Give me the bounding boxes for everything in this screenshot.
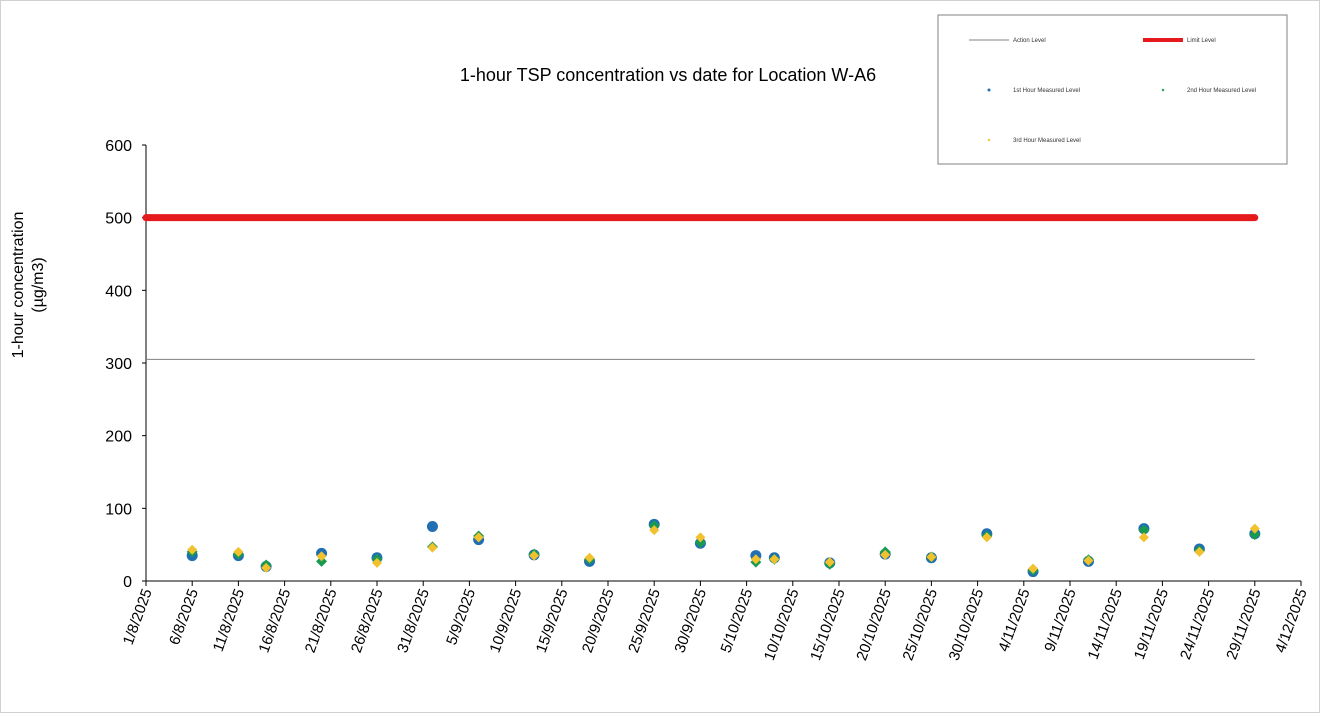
x-tick-label: 1/8/2025	[120, 587, 156, 648]
y-tick-label: 0	[123, 574, 132, 591]
legend-label-limit-level: Limit Level	[1187, 38, 1216, 44]
second-hour-point	[316, 555, 328, 567]
x-tick-label: 4/12/2025	[1272, 587, 1311, 656]
y-tick-label: 100	[105, 501, 132, 518]
legend-swatch-1st-hour	[987, 88, 991, 92]
third-hour-point	[880, 549, 891, 560]
third-hour-point	[1194, 546, 1205, 557]
legend-label-3rd-hour: 3rd Hour Measured Level	[1013, 138, 1081, 144]
third-hour-point	[1028, 563, 1039, 574]
legend: Action Level Limit Level 1st Hour Measur…	[937, 14, 1288, 165]
x-tick-label: 25/9/2025	[625, 587, 664, 656]
third-hour-point	[981, 532, 992, 543]
y-tick-label: 300	[105, 356, 132, 373]
legend-swatch-3rd-hour	[987, 138, 991, 142]
y-tick-label: 500	[105, 211, 132, 228]
x-tick-label: 25/10/2025	[900, 587, 942, 663]
x-tick-label: 30/9/2025	[671, 587, 710, 656]
x-tick-label: 15/10/2025	[807, 587, 849, 663]
x-tick-label: 21/8/2025	[302, 587, 341, 656]
third-hour-point	[1138, 532, 1149, 543]
third-hour-point	[473, 532, 484, 543]
x-tick-label: 11/8/2025	[210, 587, 248, 654]
x-tick-label: 9/11/2025	[1041, 587, 1079, 654]
x-tick-label: 31/8/2025	[394, 587, 433, 656]
x-tick-label: 20/9/2025	[579, 587, 618, 656]
x-tick-label: 16/8/2025	[256, 587, 295, 656]
third-hour-point	[316, 551, 327, 562]
x-tick-label: 4/11/2025	[995, 587, 1033, 654]
third-hour-point	[372, 557, 382, 568]
third-hour-point	[769, 554, 780, 565]
x-tick-label: 5/9/2025	[443, 587, 479, 648]
x-tick-label: 26/8/2025	[348, 587, 387, 656]
third-hour-point	[1083, 555, 1094, 566]
x-tick-label: 5/10/2025	[718, 587, 757, 656]
y-tick-label: 200	[105, 429, 132, 446]
first-hour-point	[426, 521, 438, 532]
legend-swatch-2nd-hour	[1161, 88, 1165, 92]
legend-label-1st-hour: 1st Hour Measured Level	[1013, 88, 1080, 94]
third-hour-point	[427, 542, 438, 553]
third-hour-point	[695, 532, 706, 543]
third-hour-point	[750, 554, 761, 565]
second-hour-point	[1249, 528, 1261, 540]
third-hour-point	[233, 546, 244, 557]
y-axis-label-line-1: 1-hour concentration	[10, 212, 27, 359]
x-tick-label: 15/9/2025	[533, 587, 572, 656]
x-tick-label: 29/11/2025	[1223, 587, 1264, 662]
third-hour-point	[1249, 523, 1260, 534]
x-tick-label: 10/10/2025	[761, 587, 803, 663]
x-tick-label: 20/10/2025	[853, 587, 895, 663]
third-hour-point	[584, 552, 595, 563]
third-hour-point	[529, 550, 540, 561]
data-points	[186, 518, 1261, 578]
x-tick-label: 30/10/2025	[946, 587, 988, 663]
reference-lines	[142, 214, 1259, 360]
y-axis-label-line-2: (µg/m3)	[30, 257, 47, 312]
chart-title: 1-hour TSP concentration vs date for Loc…	[460, 65, 876, 85]
third-hour-point	[261, 562, 272, 573]
y-tick-label: 600	[105, 138, 132, 155]
x-tick-label: 14/11/2025	[1085, 587, 1126, 662]
x-tick-label: 10/9/2025	[487, 587, 526, 656]
x-tick-label: 6/8/2025	[166, 587, 202, 648]
x-tick-label: 24/11/2025	[1177, 587, 1218, 662]
second-hour-point	[694, 536, 706, 548]
x-tick-label: 19/11/2025	[1131, 587, 1172, 662]
legend-label-action-level: Action Level	[1013, 38, 1046, 44]
third-hour-point	[824, 557, 835, 568]
y-axis-label: 1-hour concentration (µg/m3)	[10, 212, 47, 359]
third-hour-point	[926, 552, 937, 563]
legend-label-2nd-hour: 2nd Hour Measured Level	[1187, 88, 1256, 94]
second-hour-point	[1138, 524, 1150, 536]
third-hour-point	[187, 544, 198, 555]
y-tick-label: 400	[105, 283, 132, 300]
third-hour-point	[649, 525, 660, 536]
